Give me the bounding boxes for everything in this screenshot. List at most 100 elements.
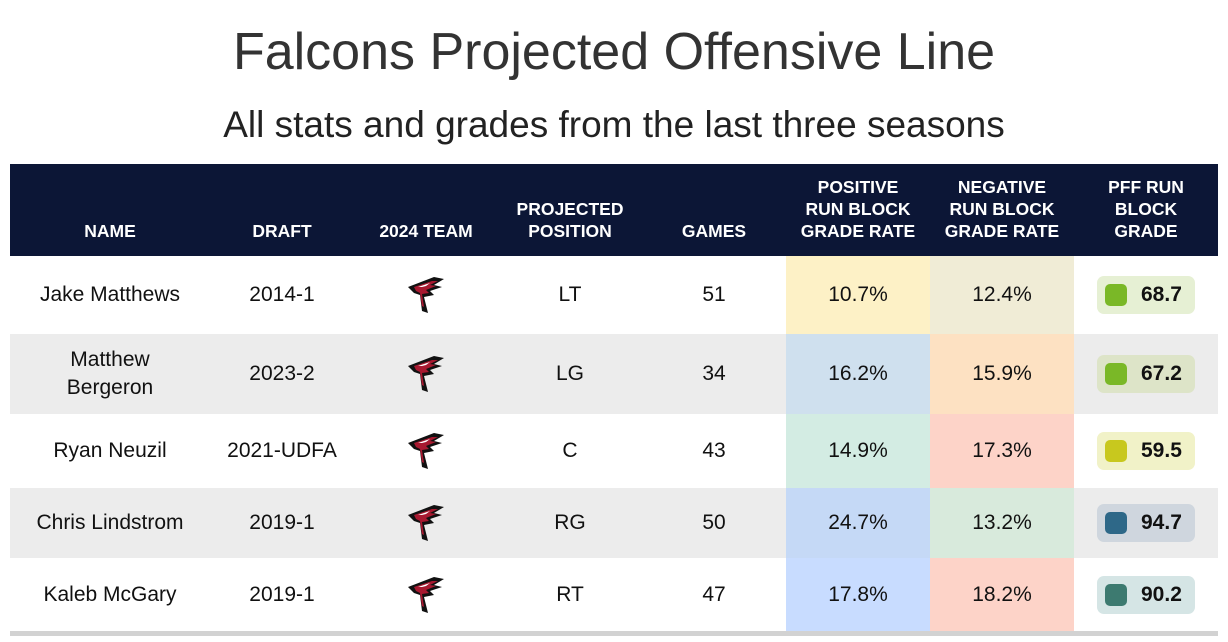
pff-grade-badge: 68.7: [1097, 276, 1195, 314]
header-pff-grade: PFF RUN BLOCK GRADE: [1108, 177, 1184, 241]
draft-cell: 2023-2: [210, 334, 354, 414]
draft-cell: 2021-UDFA: [210, 414, 354, 488]
cell-position: C: [562, 439, 578, 462]
cell-games: 50: [702, 511, 726, 534]
cell-draft: 2014-1: [249, 283, 315, 306]
cell-name: Matthew Bergeron: [66, 348, 154, 399]
header-games: GAMES: [681, 221, 747, 241]
falcons-logo-icon: [408, 356, 444, 392]
cell-draft: 2019-1: [249, 511, 315, 534]
pff-grade-value: 59.5: [1141, 439, 1182, 462]
cell-positive: 14.9%: [828, 439, 888, 462]
table-header: NAME DRAFT 2024 TEAM PROJECTED POSITION …: [10, 164, 1218, 256]
negative-cell: 12.4%: [930, 256, 1074, 334]
team-cell: [354, 414, 498, 488]
cell-negative: 18.2%: [972, 583, 1032, 606]
falcons-logo-icon: [408, 433, 444, 469]
cell-position: RG: [554, 511, 586, 534]
cell-games: 43: [702, 439, 726, 462]
header-negative-rate: NEGATIVE RUN BLOCK GRADE RATE: [944, 177, 1060, 241]
cell-position: LT: [558, 283, 582, 306]
cell-negative: 13.2%: [972, 511, 1032, 534]
games-cell: 47: [642, 558, 786, 632]
position-cell: RG: [498, 488, 642, 558]
header-positive-rate: POSITIVE RUN BLOCK GRADE RATE: [800, 177, 916, 241]
grade-color-indicator: [1105, 284, 1127, 306]
pff-grade-value: 94.7: [1141, 511, 1182, 534]
pff-grade-badge: 90.2: [1097, 576, 1195, 614]
name-cell: Ryan Neuzil: [10, 414, 210, 488]
pff-grade-badge: 94.7: [1097, 504, 1195, 542]
cell-negative: 12.4%: [972, 283, 1032, 306]
pff-grade-value: 90.2: [1141, 583, 1182, 606]
cell-position: RT: [556, 583, 584, 606]
pff-grade-cell: 68.7: [1074, 256, 1218, 334]
table-body: Jake Matthews 2014-1 LT 51 10.7% 12.4% 68.7 Mat…: [10, 256, 1218, 632]
cell-positive: 17.8%: [828, 583, 888, 606]
cell-games: 51: [702, 283, 726, 306]
cell-negative: 15.9%: [972, 362, 1032, 385]
position-cell: C: [498, 414, 642, 488]
table-row: Jake Matthews 2014-1 LT 51 10.7% 12.4% 68.7: [10, 256, 1218, 334]
games-cell: 50: [642, 488, 786, 558]
negative-cell: 13.2%: [930, 488, 1074, 558]
name-cell: Matthew Bergeron: [10, 334, 210, 414]
pff-grade-value: 67.2: [1141, 362, 1182, 385]
grade-color-indicator: [1105, 512, 1127, 534]
name-cell: Chris Lindstrom: [10, 488, 210, 558]
position-cell: LT: [498, 256, 642, 334]
falcons-logo-icon: [408, 577, 444, 613]
games-cell: 34: [642, 334, 786, 414]
team-cell: [354, 334, 498, 414]
cell-position: LG: [555, 362, 584, 385]
team-cell: [354, 558, 498, 632]
cell-name: Kaleb McGary: [43, 583, 177, 606]
cell-name: Jake Matthews: [39, 283, 181, 306]
games-cell: 43: [642, 414, 786, 488]
negative-cell: 15.9%: [930, 334, 1074, 414]
pff-grade-cell: 90.2: [1074, 558, 1218, 632]
name-cell: Kaleb McGary: [10, 558, 210, 632]
table-row: Kaleb McGary 2019-1 RT 47 17.8% 18.2% 90.2: [10, 558, 1218, 632]
falcons-logo-icon: [408, 277, 444, 313]
header-name: NAME: [84, 221, 136, 241]
draft-cell: 2019-1: [210, 488, 354, 558]
cell-name: Chris Lindstrom: [36, 511, 184, 534]
header-position: PROJECTED POSITION: [516, 199, 624, 241]
pff-grade-badge: 67.2: [1097, 355, 1195, 393]
position-cell: LG: [498, 334, 642, 414]
offensive-line-table: NAME DRAFT 2024 TEAM PROJECTED POSITION …: [10, 164, 1218, 632]
cell-positive: 16.2%: [828, 362, 888, 385]
grade-color-indicator: [1105, 363, 1127, 385]
pff-grade-value: 68.7: [1141, 283, 1182, 306]
negative-cell: 17.3%: [930, 414, 1074, 488]
team-cell: [354, 488, 498, 558]
table-row: Chris Lindstrom 2019-1 RG 50 24.7% 13.2% 94.7: [10, 488, 1218, 558]
position-cell: RT: [498, 558, 642, 632]
grade-color-indicator: [1105, 584, 1127, 606]
cell-negative: 17.3%: [972, 439, 1032, 462]
draft-cell: 2019-1: [210, 558, 354, 632]
page-subtitle: All stats and grades from the last three…: [223, 104, 1005, 145]
table-bottom-border: [10, 631, 1218, 636]
page-title: Falcons Projected Offensive Line: [232, 23, 996, 81]
games-cell: 51: [642, 256, 786, 334]
header-draft: DRAFT: [252, 221, 312, 241]
cell-games: 34: [702, 362, 726, 385]
pff-grade-cell: 94.7: [1074, 488, 1218, 558]
table-row: Ryan Neuzil 2021-UDFA C 43 14.9% 17.3% 59.5: [10, 414, 1218, 488]
cell-draft: 2023-2: [249, 362, 315, 385]
positive-cell: 24.7%: [786, 488, 930, 558]
name-cell: Jake Matthews: [10, 256, 210, 334]
negative-cell: 18.2%: [930, 558, 1074, 632]
cell-positive: 24.7%: [828, 511, 888, 534]
positive-cell: 16.2%: [786, 334, 930, 414]
team-cell: [354, 256, 498, 334]
grade-color-indicator: [1105, 440, 1127, 462]
pff-grade-cell: 67.2: [1074, 334, 1218, 414]
cell-draft: 2021-UDFA: [227, 439, 337, 462]
cell-positive: 10.7%: [828, 283, 888, 306]
cell-draft: 2019-1: [249, 583, 315, 606]
positive-cell: 14.9%: [786, 414, 930, 488]
pff-grade-cell: 59.5: [1074, 414, 1218, 488]
